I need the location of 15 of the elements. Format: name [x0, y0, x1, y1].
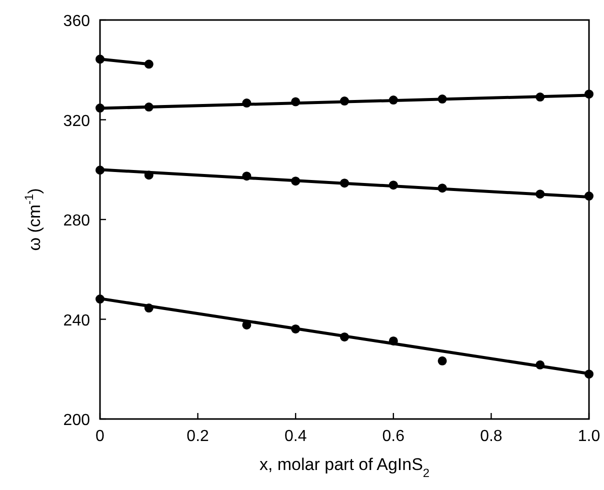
x-tick-label: 0.6	[382, 428, 405, 445]
point	[96, 54, 104, 64]
x-tick-label: 0.2	[186, 428, 210, 445]
x-tick-label: 0.4	[284, 428, 307, 445]
y-tick-label: 240	[63, 312, 90, 330]
y-tick-label: 360	[63, 13, 90, 30]
y-tick-label: 320	[63, 112, 90, 130]
x-tick-label: 0.8	[480, 428, 502, 445]
point	[144, 60, 154, 69]
point	[438, 356, 447, 366]
x-tick-label: 0	[96, 428, 105, 445]
x-axis-title: x, molar part of AgInS$_{2}$	[259, 455, 430, 480]
x-tick-label: 1.0	[578, 428, 600, 445]
y-tick-label: 200	[63, 412, 90, 429]
y-tick-label: 280	[63, 212, 90, 230]
